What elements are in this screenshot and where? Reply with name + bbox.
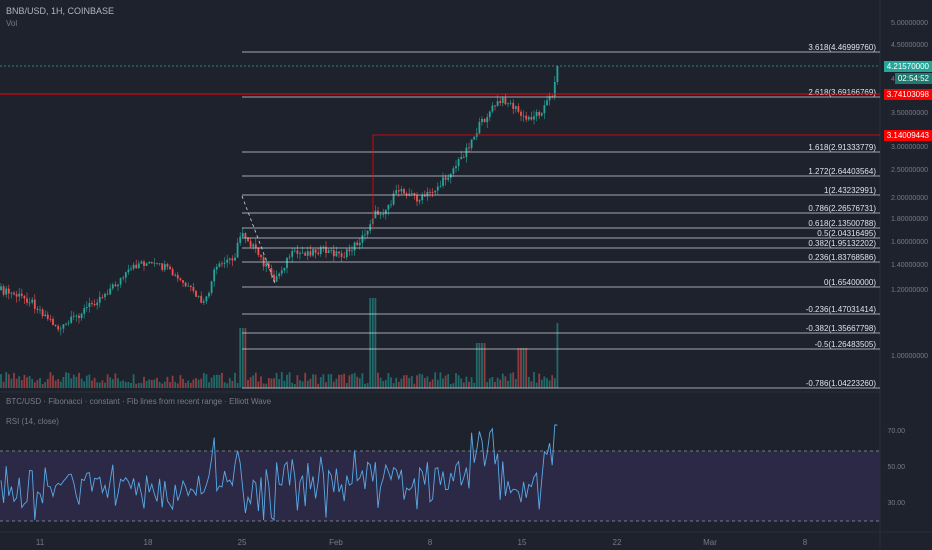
price-axis-tick: 1.80000000 bbox=[891, 216, 928, 223]
fib-label: 2.618(3.69166769) bbox=[808, 88, 876, 97]
time-axis-tick: Feb bbox=[329, 538, 343, 547]
rsi-axis-tick: 30.00 bbox=[887, 500, 905, 507]
price-axis-tick: 5.00000000 bbox=[891, 20, 928, 27]
fibonacci-levels[interactable]: 3.618(4.46999760) 2.618(3.69166769) 1.618(… bbox=[241, 43, 880, 389]
rsi-axis-tick: 70.00 bbox=[887, 428, 905, 435]
candles bbox=[0, 65, 559, 336]
time-axis-tick: 18 bbox=[144, 538, 153, 547]
fib-label: 0.786(2.26576731) bbox=[808, 204, 876, 213]
fib-label: 1.272(2.64403564) bbox=[808, 167, 876, 176]
fib-label: -0.382(1.35667798) bbox=[806, 324, 877, 333]
price-axis-tick: 1.40000000 bbox=[891, 262, 928, 269]
fib-label: 0(1.65400000) bbox=[824, 278, 876, 287]
fib-label: 0.618(2.13500788) bbox=[808, 219, 876, 228]
fib-label: -0.236(1.47031414) bbox=[806, 305, 877, 314]
countdown-tag: 02:54:52 bbox=[894, 73, 932, 84]
volume-bars bbox=[0, 298, 559, 388]
price-axis-tick: 3.00000000 bbox=[891, 144, 928, 151]
red-upper-price-tag: 3.74103098 bbox=[883, 89, 932, 100]
time-axis-tick: 22 bbox=[613, 538, 622, 547]
fib-label: -0.786(1.04223260) bbox=[806, 379, 877, 388]
fib-label: 0.236(1.83768586) bbox=[808, 253, 876, 262]
rsi-band bbox=[0, 451, 880, 521]
price-axis-tick: 2.50000000 bbox=[891, 167, 928, 174]
time-axis-tick: 25 bbox=[238, 538, 247, 547]
rsi-line bbox=[0, 424, 558, 522]
fib-label: -0.5(1.26483505) bbox=[815, 340, 877, 349]
volume-legend: Vol bbox=[6, 19, 18, 28]
time-axis-tick: Mar bbox=[703, 538, 717, 547]
price-axis-tick: 1.00000000 bbox=[891, 353, 928, 360]
time-axis-tick: 15 bbox=[518, 538, 527, 547]
time-axis-tick: 8 bbox=[428, 538, 433, 547]
time-axis-tick: 8 bbox=[803, 538, 808, 547]
rsi-legend[interactable]: RSI (14, close) bbox=[6, 417, 59, 426]
fib-label: 1(2.43232991) bbox=[824, 186, 876, 195]
price-axis-tick: 3.50000000 bbox=[891, 110, 928, 117]
red-levels[interactable] bbox=[0, 93, 880, 230]
price-axis-tick: 4.50000000 bbox=[891, 42, 928, 49]
fib-label: 0.382(1.95132202) bbox=[808, 239, 876, 248]
price-axis-tick: 1.20000000 bbox=[891, 287, 928, 294]
fib-label: 3.618(4.46999760) bbox=[808, 43, 876, 52]
indicator-legend[interactable]: BTC/USD · Fibonacci · constant · Fib lin… bbox=[6, 397, 272, 406]
rsi-axis-tick: 50.00 bbox=[887, 464, 905, 471]
time-axis[interactable]: 11 18 25 Feb 8 15 22 Mar 8 bbox=[36, 538, 808, 547]
fib-label: 1.618(2.91333779) bbox=[808, 143, 876, 152]
price-axis-tick: 1.60000000 bbox=[891, 239, 928, 246]
price-axis-tick: 2.00000000 bbox=[891, 195, 928, 202]
time-axis-tick: 11 bbox=[36, 538, 45, 547]
symbol-title: BNB/USD, 1H, COINBASE bbox=[6, 6, 115, 16]
fib-label: 0.5(2.04316495) bbox=[817, 229, 876, 238]
red-lower-price-tag: 3.14009443 bbox=[883, 130, 932, 141]
current-price-tag: 4.21570000 bbox=[883, 61, 932, 72]
